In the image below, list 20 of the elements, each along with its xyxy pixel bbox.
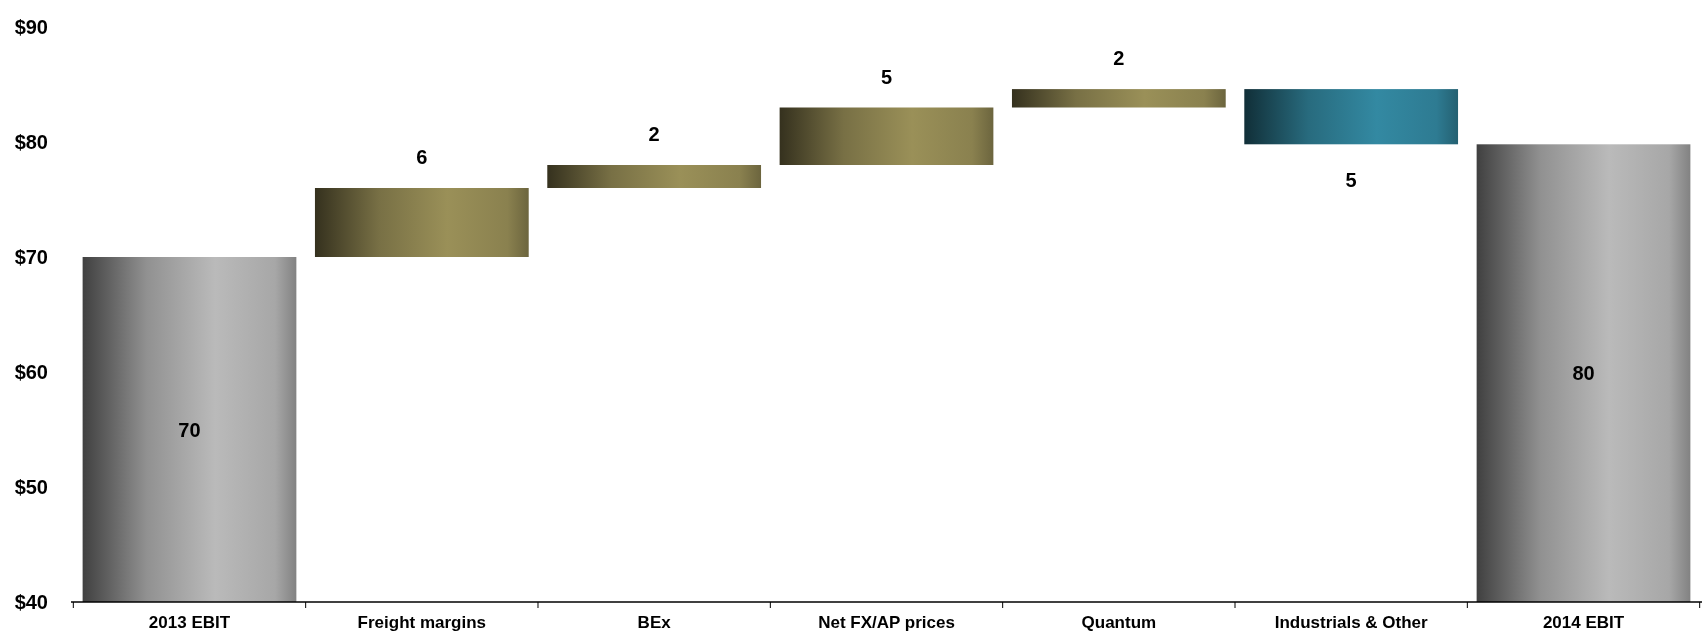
x-tick-label: Freight margins (357, 613, 487, 632)
x-tick-label: 2014 EBIT (1542, 613, 1625, 632)
x-tick-label: Industrials & Other (1274, 613, 1429, 632)
y-tick-label: $90 (14, 16, 48, 38)
data-label: 70 (178, 418, 201, 441)
data-label: 5 (1345, 169, 1357, 192)
x-tick-label: Quantum (1081, 613, 1157, 632)
data-label: 2 (648, 123, 660, 145)
y-tick-label: $70 (14, 246, 48, 268)
y-tick-label: $40 (14, 591, 48, 613)
y-tick-label: $50 (14, 476, 48, 498)
y-tick-label: $60 (14, 361, 48, 383)
data-label: 5 (880, 65, 893, 88)
x-tick-label: BEx (637, 613, 672, 632)
data-label: 2 (1113, 47, 1125, 70)
x-tick-label: Net FX/AP prices (818, 613, 955, 632)
data-label: 6 (416, 146, 428, 168)
x-tick-label: 2013 EBIT (148, 613, 231, 632)
y-tick-label: $80 (14, 131, 48, 153)
data-label: 80 (1572, 362, 1595, 385)
